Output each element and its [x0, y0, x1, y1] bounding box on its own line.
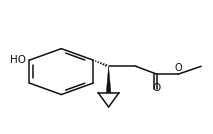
Polygon shape: [106, 66, 111, 93]
Text: O: O: [153, 83, 161, 93]
Text: O: O: [174, 63, 182, 73]
Text: HO: HO: [10, 55, 26, 65]
